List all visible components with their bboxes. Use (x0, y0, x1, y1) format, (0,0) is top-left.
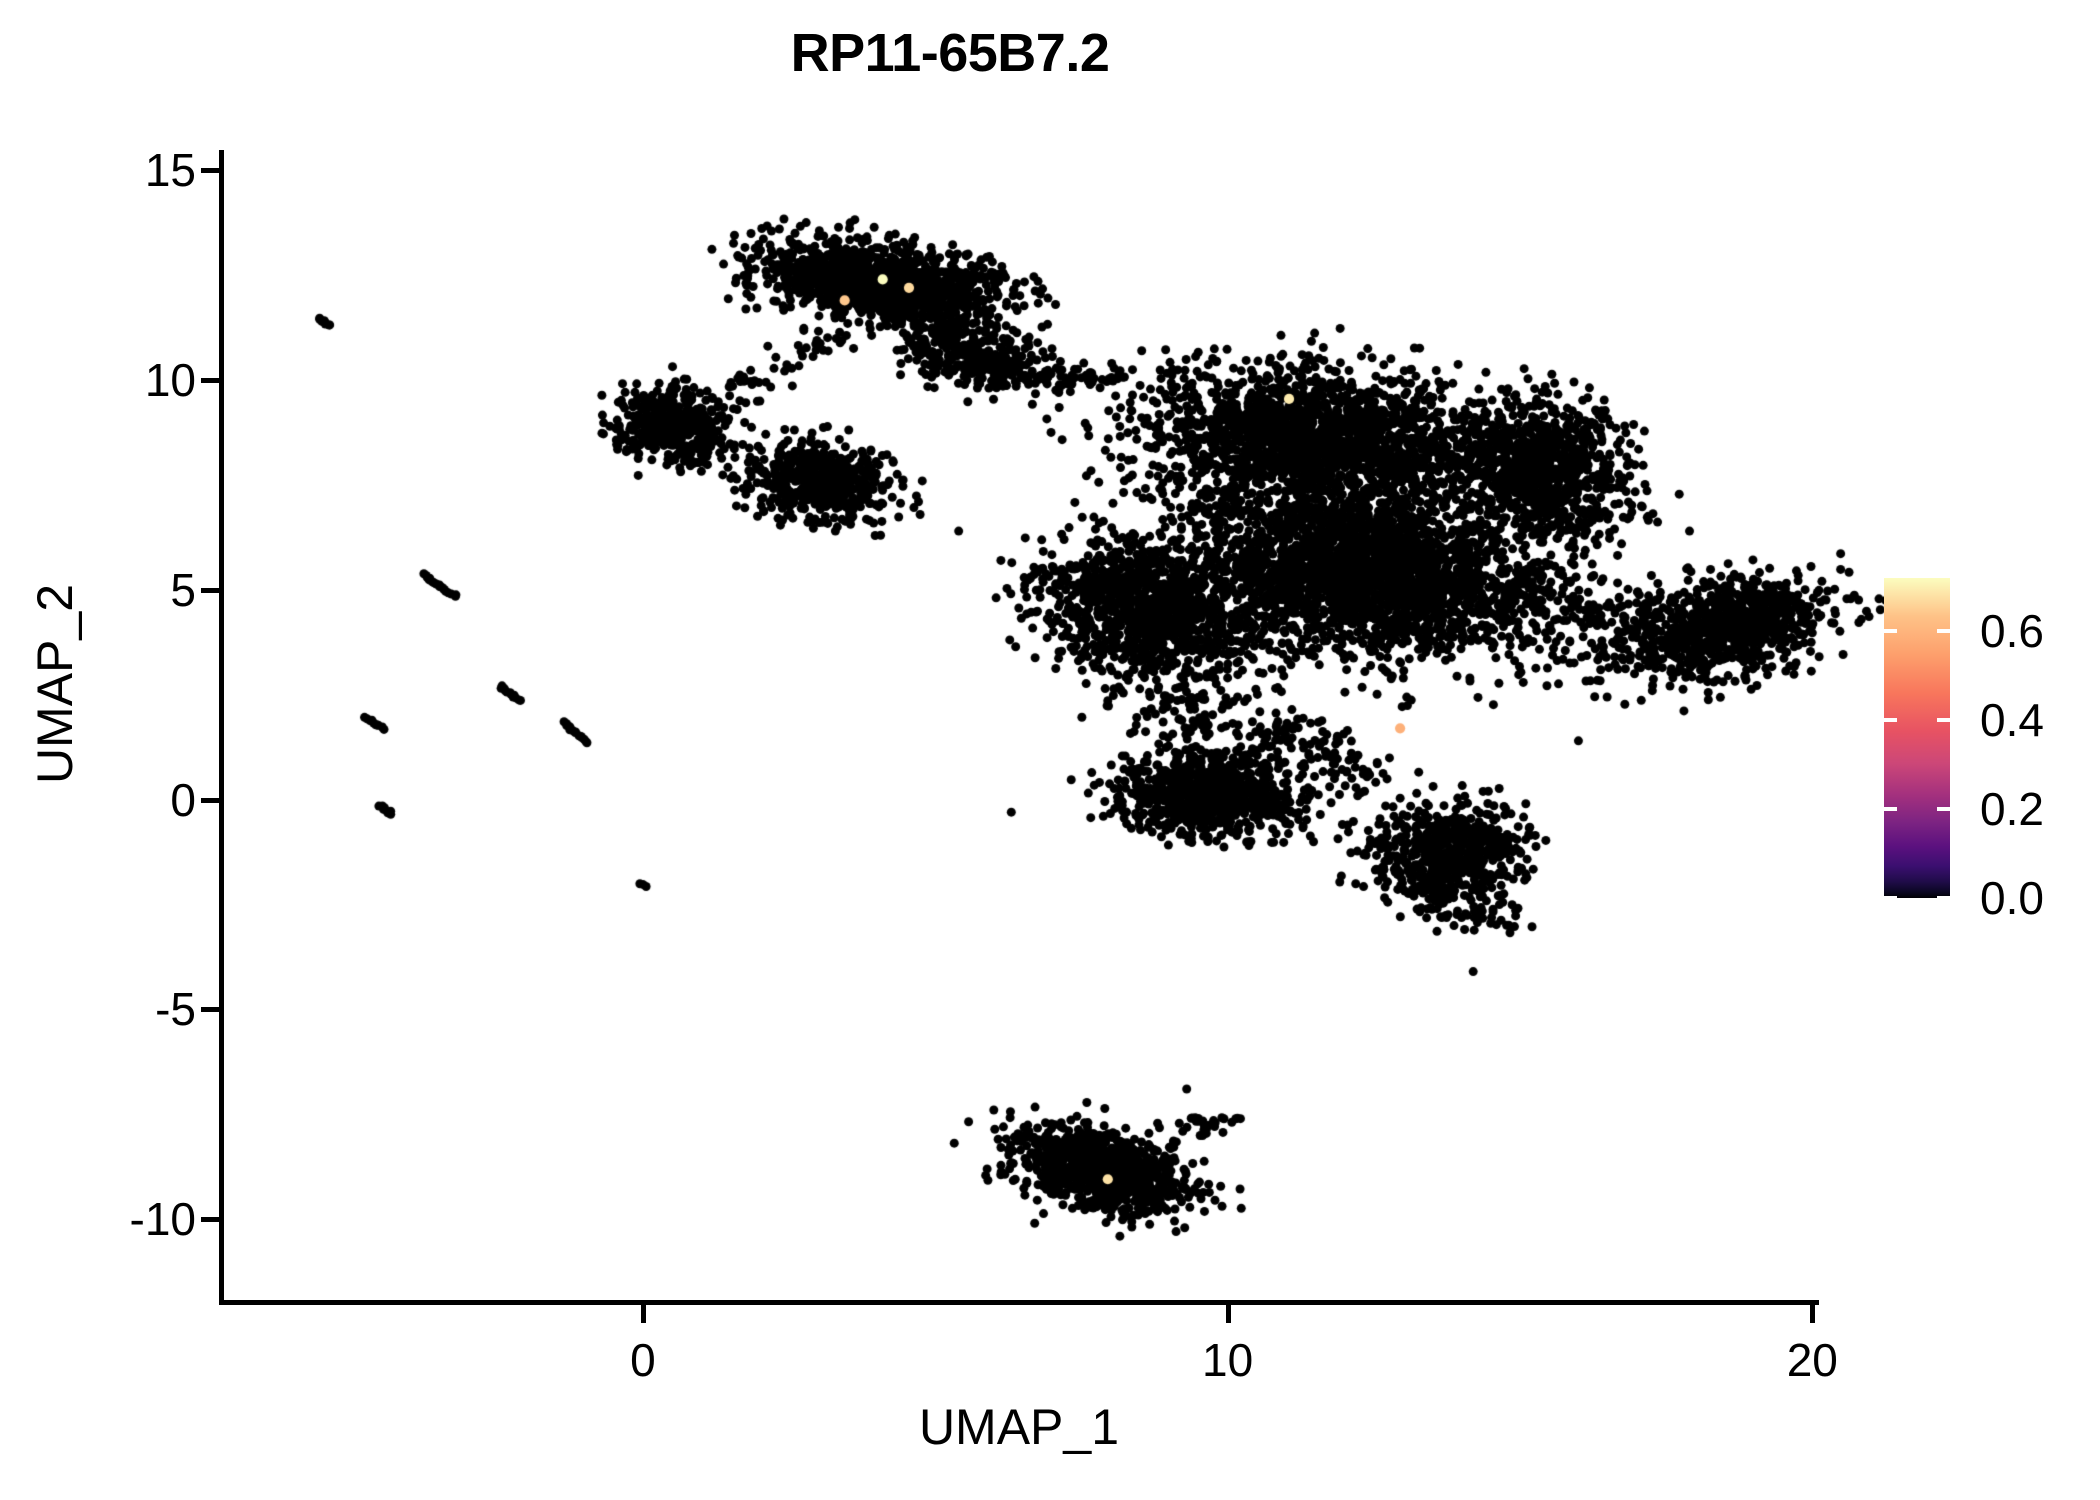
colorbar-legend (1884, 578, 1950, 900)
y-tick-mark (201, 587, 219, 593)
y-tick-mark (201, 378, 219, 384)
y-tick-label: 5 (170, 563, 196, 616)
x-tick-mark (1810, 1305, 1816, 1323)
x-axis-line (219, 1300, 1819, 1305)
y-axis-line (219, 150, 224, 1305)
y-tick-mark (201, 1217, 219, 1223)
y-tick-label: -5 (155, 983, 196, 1036)
y-tick-mark (201, 1007, 219, 1013)
colorbar-tick-mark (1884, 718, 1897, 723)
y-tick-label: 0 (170, 773, 196, 826)
x-axis-title: UMAP_1 (918, 1399, 1120, 1455)
colorbar-tick-mark (1884, 807, 1897, 812)
y-tick-mark (201, 797, 219, 803)
colorbar-tick-label: 0.4 (1980, 694, 2044, 747)
y-tick-mark (201, 168, 219, 174)
colorbar-tick-mark (1937, 718, 1950, 723)
colorbar-tick-mark (1937, 629, 1950, 634)
colorbar-gradient (1884, 578, 1950, 898)
colorbar-tick-mark (1884, 629, 1897, 634)
colorbar-tick-mark (1937, 807, 1950, 812)
colorbar-tick-label: 0.2 (1980, 783, 2044, 836)
colorbar-tick-mark (1884, 896, 1897, 900)
colorbar-tick-label: 0.6 (1980, 605, 2044, 658)
page-title: RP11-65B7.2 (790, 23, 1110, 83)
x-tick-mark (1225, 1305, 1231, 1323)
x-tick-label: 10 (1202, 1334, 1254, 1386)
y-tick-label: 10 (144, 354, 196, 407)
x-tick-label: 20 (1786, 1334, 1838, 1386)
y-tick-label: -10 (129, 1193, 196, 1246)
x-tick-label: 0 (630, 1334, 656, 1386)
colorbar-tick-label: 0.0 (1980, 872, 2044, 924)
x-tick-mark (640, 1305, 646, 1323)
y-axis-title: UMAP_2 (27, 583, 83, 785)
colorbar-tick-mark (1937, 896, 1950, 900)
scatter-plot-canvas (222, 120, 1900, 1303)
y-tick-label: 15 (144, 144, 196, 197)
